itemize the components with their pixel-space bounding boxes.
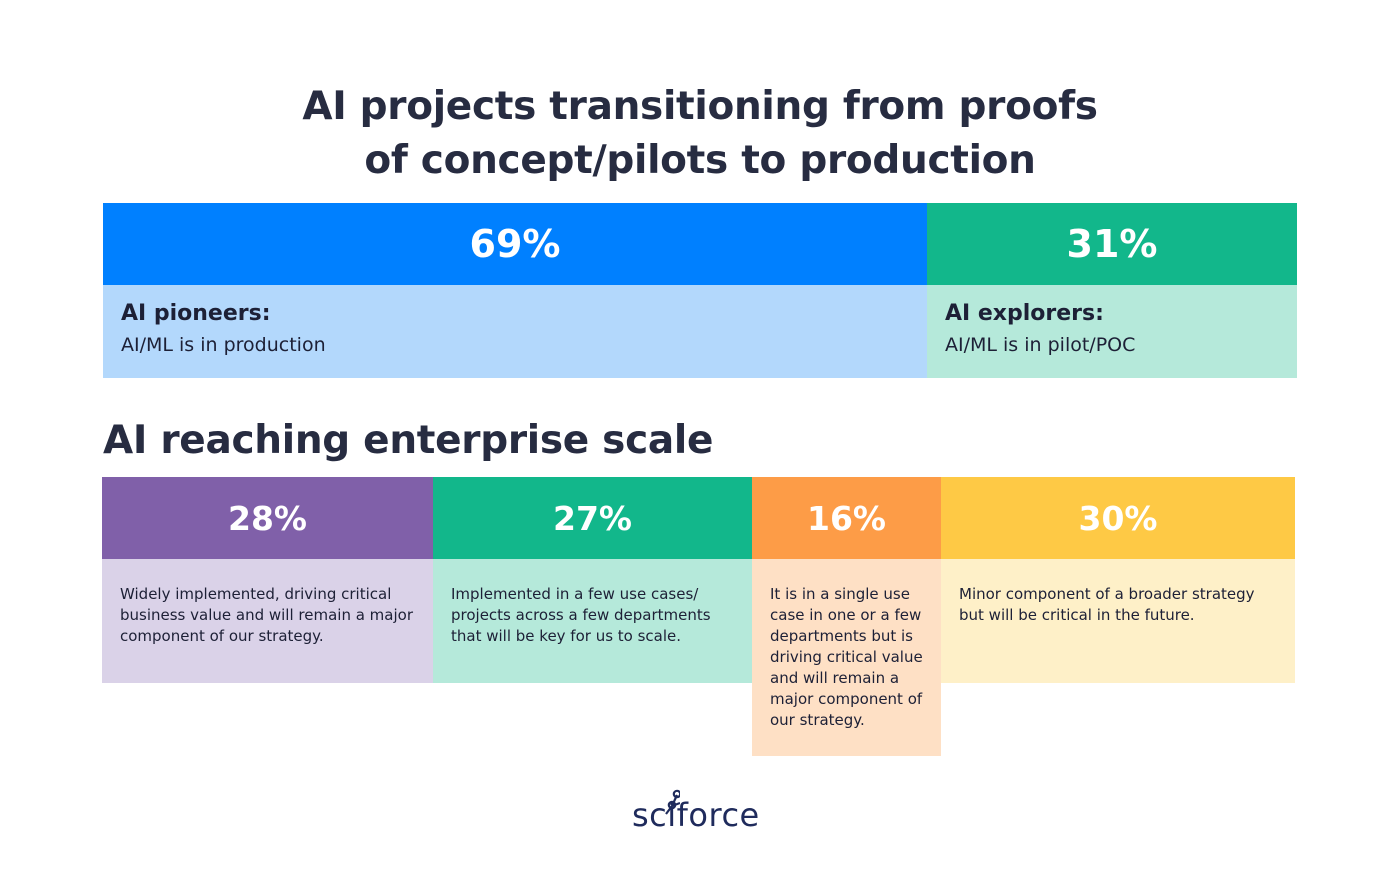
enterprise-scale-chart: 28% Widely implemented, driving critical …: [102, 477, 1295, 757]
segment-value-bar: 31%: [927, 203, 1297, 285]
chart-title-1: AI projects transitioning from proofs of…: [200, 80, 1200, 188]
segment-description-box: AI pioneers: AI/ML is in production: [103, 285, 927, 378]
logo-network-icon: [665, 789, 680, 815]
segment-description: AI/ML is in production: [121, 334, 326, 356]
segment-description: Implemented in a few use cases/ projects…: [451, 585, 711, 645]
segment-description: It is in a single use case in one or a f…: [770, 585, 923, 729]
segment-description-box: Implemented in a few use cases/ projects…: [433, 559, 752, 683]
segment-1: 28% Widely implemented, driving critical …: [102, 477, 433, 683]
segment-description: AI/ML is in pilot/POC: [945, 334, 1136, 356]
segment-value-bar: 30%: [941, 477, 1295, 559]
segment-value-bar: 28%: [102, 477, 433, 559]
chart-title-2: AI reaching enterprise scale: [103, 418, 714, 463]
segment-2: 31% AI explorers: AI/ML is in pilot/POC: [927, 203, 1297, 378]
segment-1: 69% AI pioneers: AI/ML is in production: [103, 203, 927, 378]
segment-2: 27% Implemented in a few use cases/ proje…: [433, 477, 752, 683]
segment-description-box: AI explorers: AI/ML is in pilot/POC: [927, 285, 1297, 378]
production-stage-chart: 69% AI pioneers: AI/ML is in production 31%…: [103, 203, 1297, 378]
segment-label: AI explorers:: [945, 301, 1104, 326]
segment-3: 16% It is in a single use case in one or …: [752, 477, 941, 756]
brand-name: sciforce: [632, 796, 760, 834]
segment-value-bar: 69%: [103, 203, 927, 285]
sciforce-logo: sciforce: [600, 784, 800, 840]
chart-title-1-line-1: AI projects transitioning from proofs: [302, 84, 1098, 129]
chart-title-1-line-2: of concept/pilots to production: [364, 138, 1036, 183]
segment-description-box: It is in a single use case in one or a f…: [752, 559, 941, 756]
segment-label: AI pioneers:: [121, 301, 271, 326]
segment-value-bar: 16%: [752, 477, 941, 559]
segment-description: Minor component of a broader strategy bu…: [959, 585, 1255, 624]
segment-description-box: Minor component of a broader strategy bu…: [941, 559, 1295, 683]
segment-description: Widely implemented, driving critical bus…: [120, 585, 413, 645]
segment-4: 30% Minor component of a broader strategy…: [941, 477, 1295, 683]
segment-value-bar: 27%: [433, 477, 752, 559]
segment-description-box: Widely implemented, driving critical bus…: [102, 559, 433, 683]
